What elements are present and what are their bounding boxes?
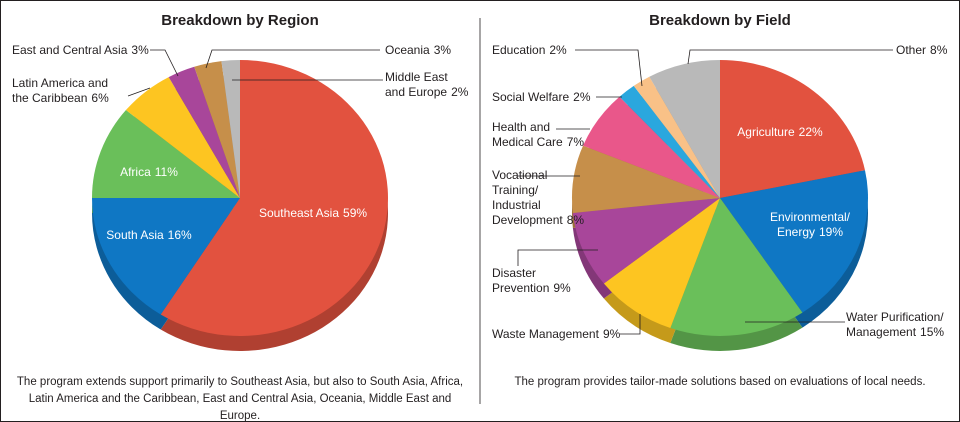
slice-label: Middle East and Europe 2% bbox=[385, 70, 470, 100]
category-label: Waste Management bbox=[492, 327, 599, 341]
value-label: 11% bbox=[154, 165, 178, 179]
category-label: Social Welfare bbox=[492, 90, 570, 104]
slice bbox=[572, 145, 720, 213]
value-label: 8% bbox=[566, 213, 585, 227]
slice-label: Vocational Training/ Industrial Developm… bbox=[492, 168, 584, 228]
slice-label: Education 2% bbox=[492, 43, 592, 58]
category-label: Agriculture bbox=[737, 125, 795, 139]
category-label: Africa bbox=[120, 165, 151, 179]
slice bbox=[92, 198, 240, 315]
slice-label: Disaster Prevention 9% bbox=[492, 266, 582, 296]
caption: The program extends support primarily to… bbox=[16, 376, 464, 422]
slice-label: East and Central Asia 3% bbox=[12, 43, 162, 58]
slice bbox=[649, 60, 720, 198]
category-label: Education bbox=[492, 43, 546, 57]
slice-label: Oceania 3% bbox=[385, 43, 505, 58]
slice-label: Social Welfare 2% bbox=[492, 90, 602, 105]
slice bbox=[670, 198, 803, 337]
slice-label: Other 8% bbox=[896, 43, 956, 58]
slice bbox=[92, 110, 240, 198]
category-label: Environmental/ Energy bbox=[769, 210, 851, 239]
slice-label: South Asia 16% bbox=[104, 228, 194, 243]
value-label: 8% bbox=[930, 43, 948, 57]
slice bbox=[720, 170, 869, 313]
value-label: 2% bbox=[549, 43, 567, 57]
slice-label: Environmental/ Energy 19% bbox=[760, 210, 860, 240]
chart-title: Breakdown by Field bbox=[649, 12, 791, 29]
value-label: 6% bbox=[91, 91, 109, 105]
slice-label: Southeast Asia 59% bbox=[258, 206, 368, 221]
category-label: Health and Medical Care bbox=[492, 120, 563, 149]
caption: The program provides tailor-made solutio… bbox=[514, 376, 926, 388]
value-label: 2% bbox=[573, 90, 591, 104]
category-label: Water Purification/ Management bbox=[846, 310, 944, 339]
value-label: 22% bbox=[798, 125, 823, 139]
value-label: 2% bbox=[451, 85, 469, 99]
value-label: 7% bbox=[566, 135, 585, 149]
category-label: Southeast Asia bbox=[258, 206, 340, 220]
value-label: 59% bbox=[343, 206, 368, 220]
slice-label: Waste Management 9% bbox=[492, 327, 642, 342]
value-label: 9% bbox=[553, 281, 571, 295]
category-label: Other bbox=[896, 43, 927, 57]
value-label: 19% bbox=[819, 225, 844, 239]
leader-lines bbox=[127, 49, 893, 335]
category-label: Vocational Training/ Industrial Developm… bbox=[492, 168, 563, 227]
slice-label: Health and Medical Care 7% bbox=[492, 120, 592, 150]
slice bbox=[168, 66, 240, 198]
slice-label: Latin America and the Caribbean 6% bbox=[12, 76, 128, 106]
category-label: Oceania bbox=[385, 43, 430, 57]
value-label: 15% bbox=[920, 325, 945, 339]
slice bbox=[194, 61, 240, 199]
category-label: East and Central Asia bbox=[12, 43, 128, 57]
slice bbox=[720, 60, 865, 198]
category-label: Latin America and the Caribbean bbox=[12, 76, 109, 105]
slice-label: Africa 11% bbox=[104, 165, 194, 180]
slice bbox=[619, 85, 720, 198]
chart-title: Breakdown by Region bbox=[161, 12, 319, 29]
slice bbox=[572, 198, 720, 284]
value-label: 3% bbox=[131, 43, 149, 57]
slice bbox=[583, 96, 720, 198]
slice bbox=[603, 198, 720, 329]
value-label: 16% bbox=[167, 228, 192, 242]
slice bbox=[125, 77, 240, 198]
category-label: Middle East and Europe bbox=[385, 70, 448, 99]
slice-label: Water Purification/ Management 15% bbox=[846, 310, 956, 340]
slice bbox=[633, 76, 720, 198]
value-label: 9% bbox=[602, 327, 621, 341]
slice-label: Agriculture 22% bbox=[730, 125, 830, 140]
value-label: 3% bbox=[433, 43, 452, 57]
slice bbox=[221, 60, 240, 198]
slice bbox=[160, 60, 388, 336]
category-label: Disaster Prevention bbox=[492, 266, 550, 295]
category-label: South Asia bbox=[106, 228, 164, 242]
